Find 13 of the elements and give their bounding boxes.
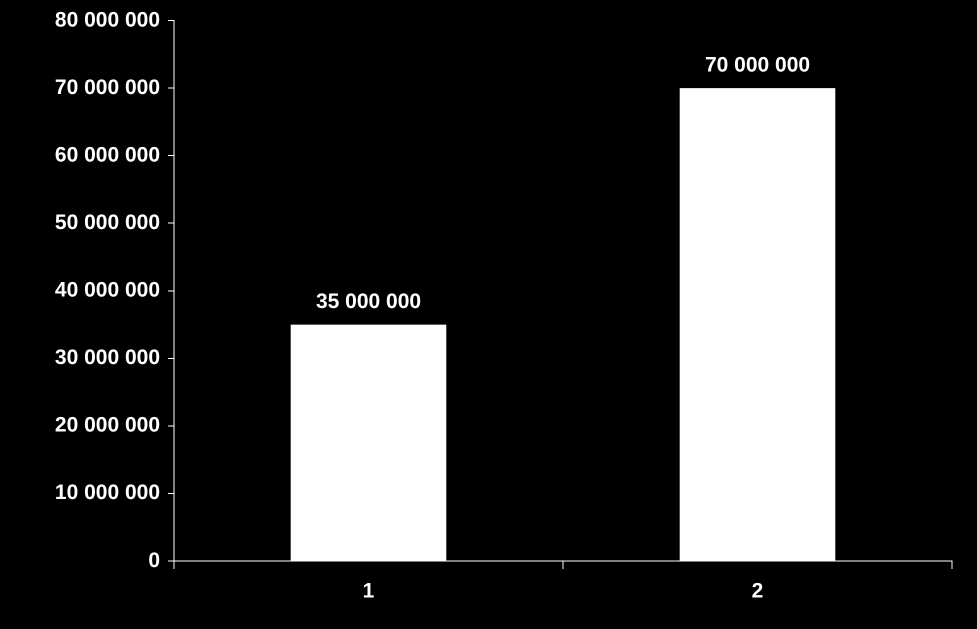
x-tick-label: 1 <box>362 579 375 602</box>
y-tick-label: 60 000 000 <box>54 143 160 166</box>
y-tick-label: 40 000 000 <box>54 278 160 302</box>
y-tick-label: 30 000 000 <box>54 346 160 370</box>
y-tick-label: 50 000 000 <box>54 211 160 234</box>
data-label: 70 000 000 <box>704 53 810 76</box>
y-tick-label: 10 000 000 <box>54 481 160 504</box>
y-tick-label: 70 000 000 <box>54 76 160 99</box>
y-tick-label: 0 <box>148 548 160 572</box>
y-tick-label: 20 000 000 <box>54 414 160 437</box>
y-tick-label: 80 000 000 <box>54 8 160 32</box>
data-label: 35 000 000 <box>316 290 422 313</box>
x-tick-label: 2 <box>752 579 764 602</box>
